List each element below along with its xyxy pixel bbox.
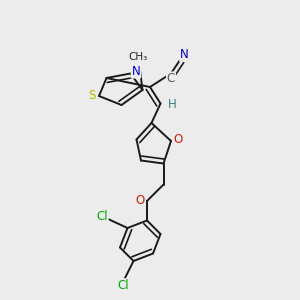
Text: H: H [167, 98, 176, 111]
Text: O: O [136, 194, 145, 208]
Text: C: C [167, 72, 175, 86]
Text: Cl: Cl [117, 279, 129, 292]
Text: N: N [131, 64, 140, 78]
Text: CH₃: CH₃ [128, 52, 148, 62]
Text: N: N [180, 48, 189, 61]
Text: S: S [89, 89, 96, 103]
Text: O: O [173, 133, 182, 146]
Text: Cl: Cl [96, 209, 108, 223]
